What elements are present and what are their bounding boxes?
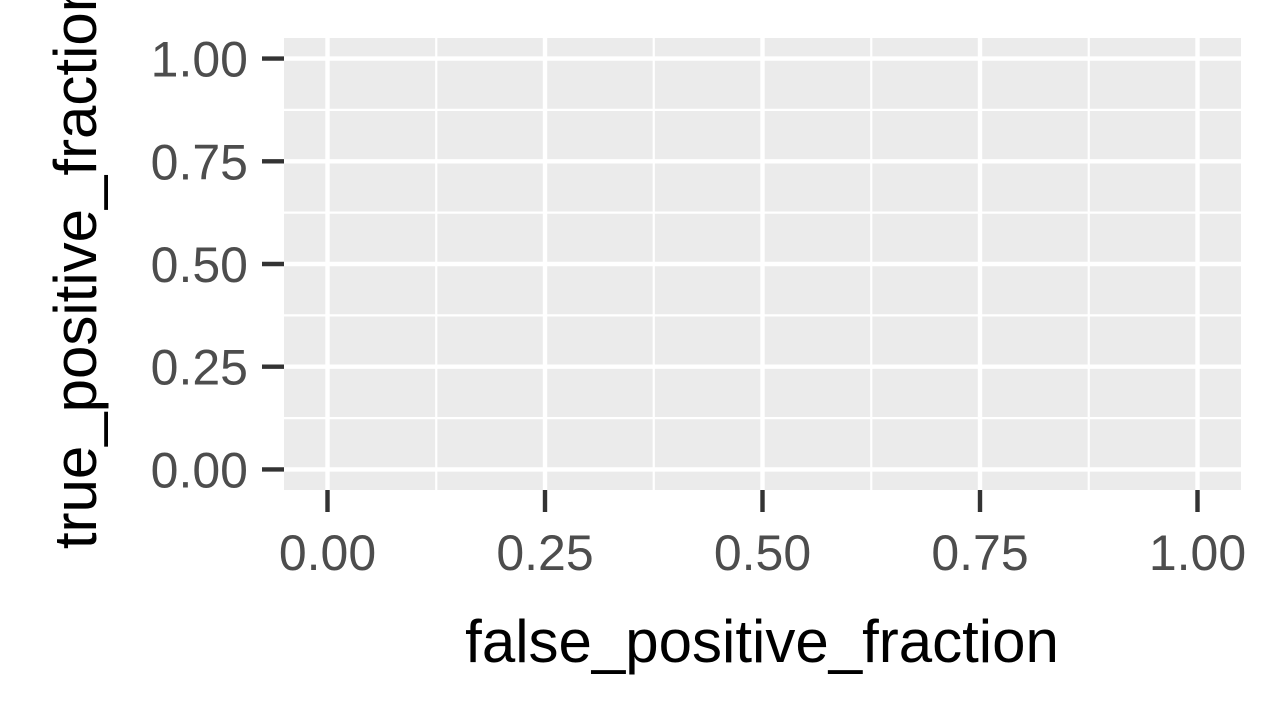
y-tick-label: 0.00 bbox=[151, 442, 248, 498]
y-tick-label: 0.25 bbox=[151, 340, 248, 396]
x-tick-label: 0.00 bbox=[279, 525, 376, 581]
x-axis: 0.00 0.25 0.50 0.75 1.00 bbox=[279, 490, 1246, 581]
y-tick-label: 1.00 bbox=[151, 32, 248, 88]
x-tick-label: 0.25 bbox=[496, 525, 593, 581]
x-tick-label: 1.00 bbox=[1149, 525, 1246, 581]
y-axis-title: true_positive_fraction bbox=[42, 0, 109, 549]
y-axis: 0.00 0.25 0.50 0.75 1.00 bbox=[151, 32, 284, 498]
x-tick-label: 0.50 bbox=[714, 525, 811, 581]
y-tick-label: 0.75 bbox=[151, 134, 248, 190]
y-tick-label: 0.50 bbox=[151, 237, 248, 293]
x-axis-title: false_positive_fraction bbox=[465, 608, 1059, 675]
major-grid bbox=[284, 38, 1241, 490]
x-tick-label: 0.75 bbox=[931, 525, 1028, 581]
